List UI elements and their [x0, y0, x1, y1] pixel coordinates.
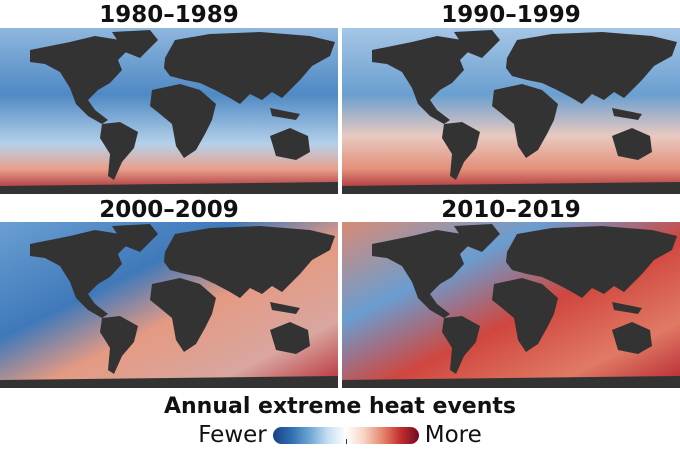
map-1980s — [0, 28, 338, 194]
legend: Fewer More — [0, 422, 680, 448]
panel-title-1980s: 1980–1989 — [99, 2, 239, 28]
map-1990s — [342, 28, 680, 194]
midpoint-tick — [345, 438, 347, 444]
map-2010s — [342, 222, 680, 388]
legend-low-label: Fewer — [198, 422, 267, 448]
panel-title-2010s: 2010–2019 — [441, 197, 581, 223]
map-2000s — [0, 222, 338, 388]
panel-title-2000s: 2000–2009 — [99, 197, 239, 223]
legend-title: Annual extreme heat events — [163, 394, 517, 419]
color-scale-bar — [272, 426, 419, 444]
legend-high-label: More — [424, 422, 482, 448]
panel-title-1990s: 1990–1999 — [441, 2, 581, 28]
